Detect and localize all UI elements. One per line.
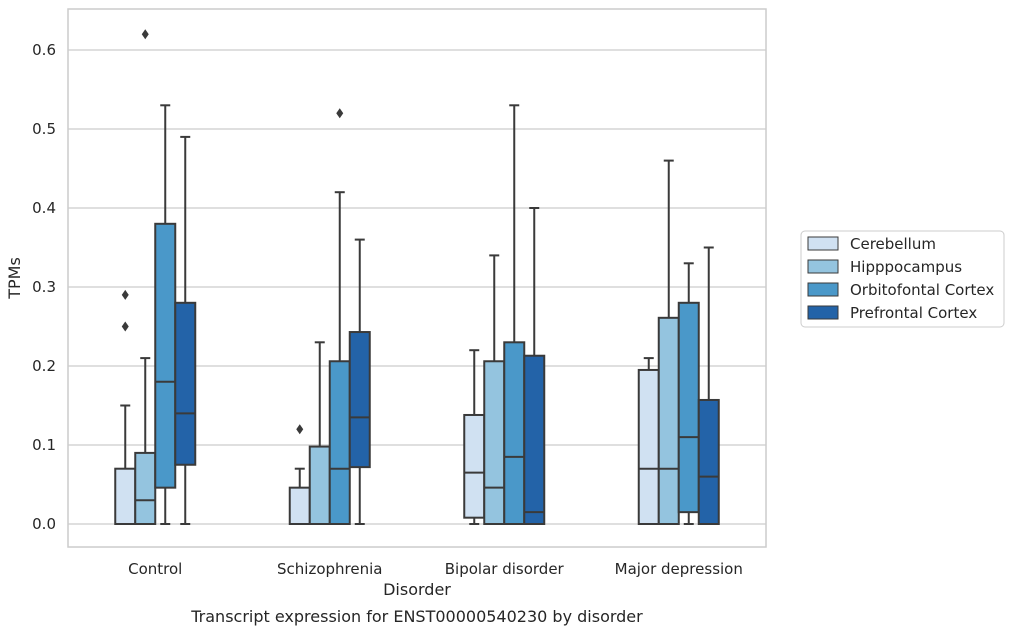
y-axis-title: TPMs — [5, 257, 24, 300]
box-prefrontal-cortex — [697, 246, 720, 525]
box-orbitofontal-cortex — [677, 262, 700, 525]
y-axis: 0.0 0.1 0.2 0.3 0.4 0.5 0.6 — [32, 41, 56, 533]
x-tick-label: Schizophrenia — [277, 560, 382, 578]
box-body — [114, 467, 137, 526]
legend-frame — [800, 230, 1005, 328]
box-cerebellum — [637, 357, 660, 526]
legend-label: Orbitofontal Cortex — [850, 281, 994, 299]
y-tick-label: 0.4 — [32, 199, 56, 217]
box-body — [154, 222, 177, 489]
y-tick-label: 0.5 — [32, 120, 56, 138]
box-prefrontal-cortex — [348, 238, 371, 525]
legend-label: Cerebellum — [850, 235, 936, 253]
y-tick-label: 0.0 — [32, 515, 56, 533]
box-body — [288, 486, 311, 526]
x-tick-label: Control — [128, 560, 182, 578]
legend-label: Prefrontal Cortex — [850, 304, 977, 322]
box-plot-area — [114, 29, 720, 526]
outlier-point — [296, 424, 304, 435]
outlier-point — [336, 108, 344, 119]
box-hipppocampus — [134, 29, 157, 525]
y-tick-label: 0.2 — [32, 357, 56, 375]
box-hipppocampus — [308, 341, 331, 525]
box-body — [677, 301, 700, 514]
x-axis: Control Schizophrenia Bipolar disorder Majo… — [128, 560, 743, 578]
box-orbitofontal-cortex — [154, 104, 177, 525]
box-body — [134, 451, 157, 525]
y-tick-label: 0.6 — [32, 41, 56, 59]
box-body — [463, 413, 486, 519]
box-body — [174, 301, 197, 466]
box-body — [523, 354, 546, 526]
box-body — [503, 341, 526, 525]
legend: Cerebellum Hipppocampus Orbitofontal Corte… — [800, 230, 1005, 328]
box-cerebellum — [114, 289, 137, 526]
plot-frame — [67, 8, 767, 548]
box-prefrontal-cortex — [523, 207, 546, 526]
box-body — [697, 398, 720, 525]
box-cerebellum — [463, 349, 486, 525]
x-tick-label: Major depression — [615, 560, 743, 578]
box-cerebellum — [288, 424, 311, 526]
legend-swatch — [807, 305, 839, 320]
box-body — [308, 445, 331, 525]
box-body — [348, 331, 371, 469]
x-axis-title: Disorder — [383, 580, 451, 599]
box-orbitofontal-cortex — [503, 104, 526, 525]
box-prefrontal-cortex — [174, 135, 197, 525]
legend-swatch — [807, 282, 839, 297]
y-tick-label: 0.1 — [32, 436, 56, 454]
box-orbitofontal-cortex — [328, 108, 351, 526]
legend-swatch — [807, 259, 839, 274]
box-body — [657, 316, 680, 525]
box-hipppocampus — [483, 254, 506, 526]
y-tick-label: 0.3 — [32, 278, 56, 296]
box-body — [483, 360, 506, 526]
chart-caption: Transcript expression for ENST0000054023… — [190, 607, 643, 626]
outlier-point — [121, 321, 129, 332]
outlier-point — [121, 289, 129, 300]
outlier-point — [141, 29, 149, 40]
x-tick-label: Bipolar disorder — [445, 560, 565, 578]
legend-label: Hipppocampus — [850, 258, 962, 276]
box-hipppocampus — [657, 159, 680, 525]
box-body — [328, 360, 351, 526]
legend-swatch — [807, 236, 839, 251]
box-body — [637, 368, 660, 526]
